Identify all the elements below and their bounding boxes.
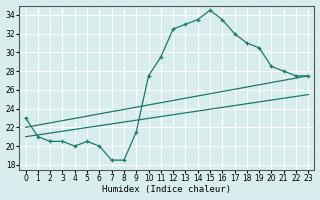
- X-axis label: Humidex (Indice chaleur): Humidex (Indice chaleur): [102, 185, 231, 194]
